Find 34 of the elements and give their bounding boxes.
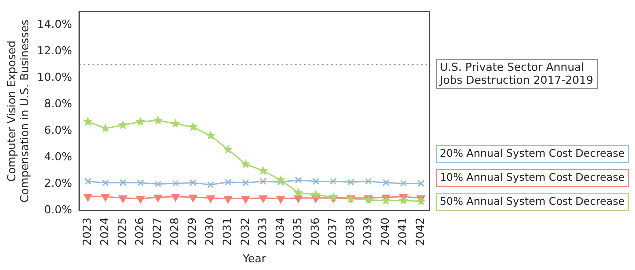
x-tick-label: 2025 xyxy=(116,218,130,246)
x-tick-label: 2030 xyxy=(204,218,217,246)
y-tick-label: 8.0% xyxy=(44,98,72,111)
x-tick-label: 2032 xyxy=(238,218,252,246)
x-tick-label: 2026 xyxy=(134,218,147,246)
x-tick-label: 2038 xyxy=(344,218,357,246)
text: 20% Annual System Cost Decrease xyxy=(436,144,629,163)
series-label: 10% Annual System Cost Decrease xyxy=(436,168,629,187)
x-tick-label: 2041 xyxy=(396,218,410,246)
x-tick-label: 2034 xyxy=(274,218,287,246)
y-tick-label: 2.0% xyxy=(44,177,72,190)
x-tick-label: 2037 xyxy=(326,218,340,246)
series-label: 50% Annual System Cost Decrease xyxy=(436,192,629,211)
y-tick-label: 4.0% xyxy=(44,150,72,164)
x-tick-label: 2042 xyxy=(414,218,428,246)
y-tick-label: 10.0% xyxy=(37,71,72,84)
x-tick-label: 2033 xyxy=(256,218,270,246)
y-axis-title: Computer Vision Exposed Compensation in U.S. Businesses xyxy=(5,20,32,203)
y-tick-label: 6.0% xyxy=(44,124,72,138)
y-tick-label: 14.0% xyxy=(37,18,72,32)
x-tick-label: 2029 xyxy=(186,218,200,246)
x-tick-label: 2028 xyxy=(168,218,182,246)
x-tick-label: 2031 xyxy=(221,218,234,246)
x-tick-label: 2024 xyxy=(98,218,112,246)
x-tick-label: 2027 xyxy=(151,218,164,246)
x-tick-label: 2036 xyxy=(308,218,322,246)
y-tick-label: 0.0% xyxy=(44,204,72,217)
ref-line-label: U.S. Private Sector Annual Jobs Destruction 2017-2019 xyxy=(436,59,598,89)
x-tick-label: 2039 xyxy=(361,218,374,246)
y-tick-label: 12.0% xyxy=(37,44,72,58)
x-tick-label: 2023 xyxy=(80,218,94,246)
x-tick-label: 2035 xyxy=(291,218,304,246)
x-axis-title: Year xyxy=(242,252,267,266)
x-tick-label: 2040 xyxy=(379,218,392,246)
